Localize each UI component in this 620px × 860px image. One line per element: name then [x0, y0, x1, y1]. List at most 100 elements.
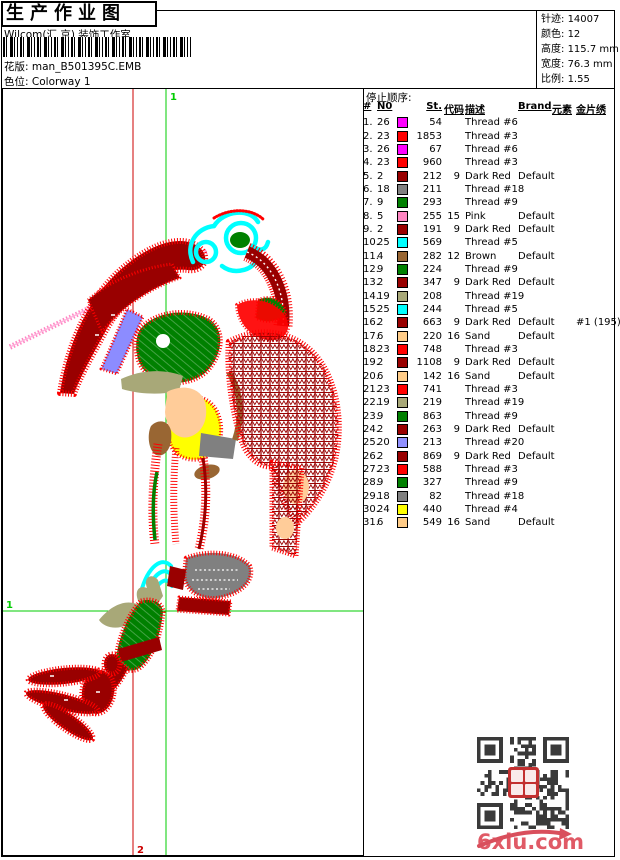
- row-needle: 2: [377, 357, 384, 369]
- row-number: 22.: [363, 397, 379, 409]
- table-row: 16. 2 663 9 Dark Red Default #1 (195): [363, 316, 620, 329]
- row-description: Thread #3: [465, 464, 518, 476]
- color-swatch: [397, 263, 408, 275]
- col-header-stitches: St.: [426, 101, 442, 112]
- color-swatch-cell: [397, 130, 412, 142]
- row-number: 7.: [363, 197, 373, 209]
- row-needle: 24: [377, 504, 390, 516]
- row-number: 12.: [363, 263, 379, 275]
- row-description: Dark Red: [465, 317, 511, 329]
- row-needle: 23: [377, 384, 390, 396]
- row-stitch-count: 54: [429, 117, 442, 129]
- row-code: 15: [447, 210, 460, 222]
- row-number: 8.: [363, 210, 373, 222]
- row-stitch-count: 748: [422, 344, 442, 356]
- row-number: 30.: [363, 504, 379, 516]
- row-stitch-count: 1108: [416, 357, 442, 369]
- color-swatch: [397, 170, 408, 182]
- row-description: Dark Red: [465, 170, 511, 182]
- row-code: 16: [447, 330, 460, 342]
- table-row: 20. 6 142 16 Sand Default: [363, 370, 614, 383]
- row-code: 9: [453, 223, 460, 235]
- row-stitch-count: 1853: [416, 130, 442, 142]
- color-swatch-cell: [397, 250, 412, 262]
- table-row: 23. 9 863 Thread #9: [363, 410, 614, 423]
- row-number: 26.: [363, 450, 379, 462]
- table-row: 4. 23 960 Thread #3: [363, 156, 614, 169]
- table-row: 6. 18 211 Thread #18: [363, 183, 614, 196]
- row-number: 18.: [363, 344, 379, 356]
- row-stitch-count: 588: [422, 464, 442, 476]
- row-description: Dark Red: [465, 450, 511, 462]
- color-swatch: [397, 437, 408, 449]
- row-number: 9.: [363, 223, 373, 235]
- color-swatch-cell: [397, 183, 412, 195]
- color-swatch: [397, 490, 408, 502]
- table-row: 3. 26 67 Thread #6: [363, 143, 614, 156]
- color-swatch-cell: [397, 117, 412, 129]
- row-code: 16: [447, 517, 460, 529]
- row-description: Sand: [465, 330, 491, 342]
- row-number: 10.: [363, 237, 379, 249]
- row-needle: 4: [377, 250, 384, 262]
- row-number: 20.: [363, 370, 379, 382]
- row-needle: 5: [377, 210, 384, 222]
- row-needle: 2: [377, 170, 384, 182]
- row-needle: 2: [377, 424, 384, 436]
- row-stitch-count: 663: [422, 317, 442, 329]
- row-code: 9: [453, 357, 460, 369]
- color-swatch: [397, 157, 408, 169]
- row-brand: Default: [518, 330, 555, 342]
- row-stitch-count: 549: [422, 517, 442, 529]
- color-swatch-cell: [397, 290, 412, 302]
- embroidery-design: 1 1 2: [3, 89, 363, 855]
- table-row: 21. 23 741 Thread #3: [363, 383, 614, 396]
- table-row: 25. 20 213 Thread #20: [363, 436, 614, 449]
- row-needle: 23: [377, 344, 390, 356]
- color-swatch: [397, 357, 408, 369]
- stat-colors: 颜色: 12: [541, 29, 581, 40]
- stop-sequence-label: 停止顺序:: [366, 92, 412, 104]
- row-needle: 9: [377, 263, 384, 275]
- row-number: 4.: [363, 157, 373, 169]
- row-code: 9: [453, 170, 460, 182]
- row-number: 5.: [363, 170, 373, 182]
- row-description: Thread #18: [465, 183, 525, 195]
- row-stitch-count: 440: [422, 504, 442, 516]
- color-swatch: [397, 317, 408, 329]
- row-needle: 6: [377, 370, 384, 382]
- row-needle: 19: [377, 397, 390, 409]
- color-swatch: [397, 237, 408, 249]
- crosshair-labels: 1 1 2: [6, 92, 177, 855]
- color-swatch: [397, 410, 408, 422]
- color-swatch-cell: [397, 330, 412, 342]
- color-swatch: [397, 344, 408, 356]
- design-chin: [121, 371, 183, 394]
- row-number: 14.: [363, 290, 379, 302]
- color-swatch-cell: [397, 384, 412, 396]
- table-row: 11. 4 282 12 Brown Default: [363, 249, 614, 262]
- row-description: Thread #9: [465, 410, 518, 422]
- design-headdress: [188, 209, 271, 274]
- table-row: 10. 25 569 Thread #5: [363, 236, 614, 249]
- row-number: 23.: [363, 410, 379, 422]
- row-brand: Default: [518, 424, 555, 436]
- row-number: 31.: [363, 517, 379, 529]
- color-swatch-cell: [397, 410, 412, 422]
- row-brand: Default: [518, 357, 555, 369]
- row-description: Sand: [465, 517, 491, 529]
- stat-scale: 比例: 1.55: [541, 74, 590, 85]
- row-stitch-count: 327: [422, 477, 442, 489]
- table-row: 31. 6 549 16 Sand Default: [363, 516, 614, 529]
- row-description: Thread #3: [465, 384, 518, 396]
- row-description: Thread #18: [465, 490, 525, 502]
- row-code: 9: [453, 317, 460, 329]
- color-swatch-cell: [397, 397, 412, 409]
- color-swatch: [397, 504, 408, 516]
- row-description: Dark Red: [465, 223, 511, 235]
- table-row: 2. 23 1853 Thread #3: [363, 129, 614, 142]
- color-swatch-cell: [397, 210, 412, 222]
- col-header-element: 元素: [552, 105, 572, 116]
- table-row: 30. 24 440 Thread #4: [363, 503, 614, 516]
